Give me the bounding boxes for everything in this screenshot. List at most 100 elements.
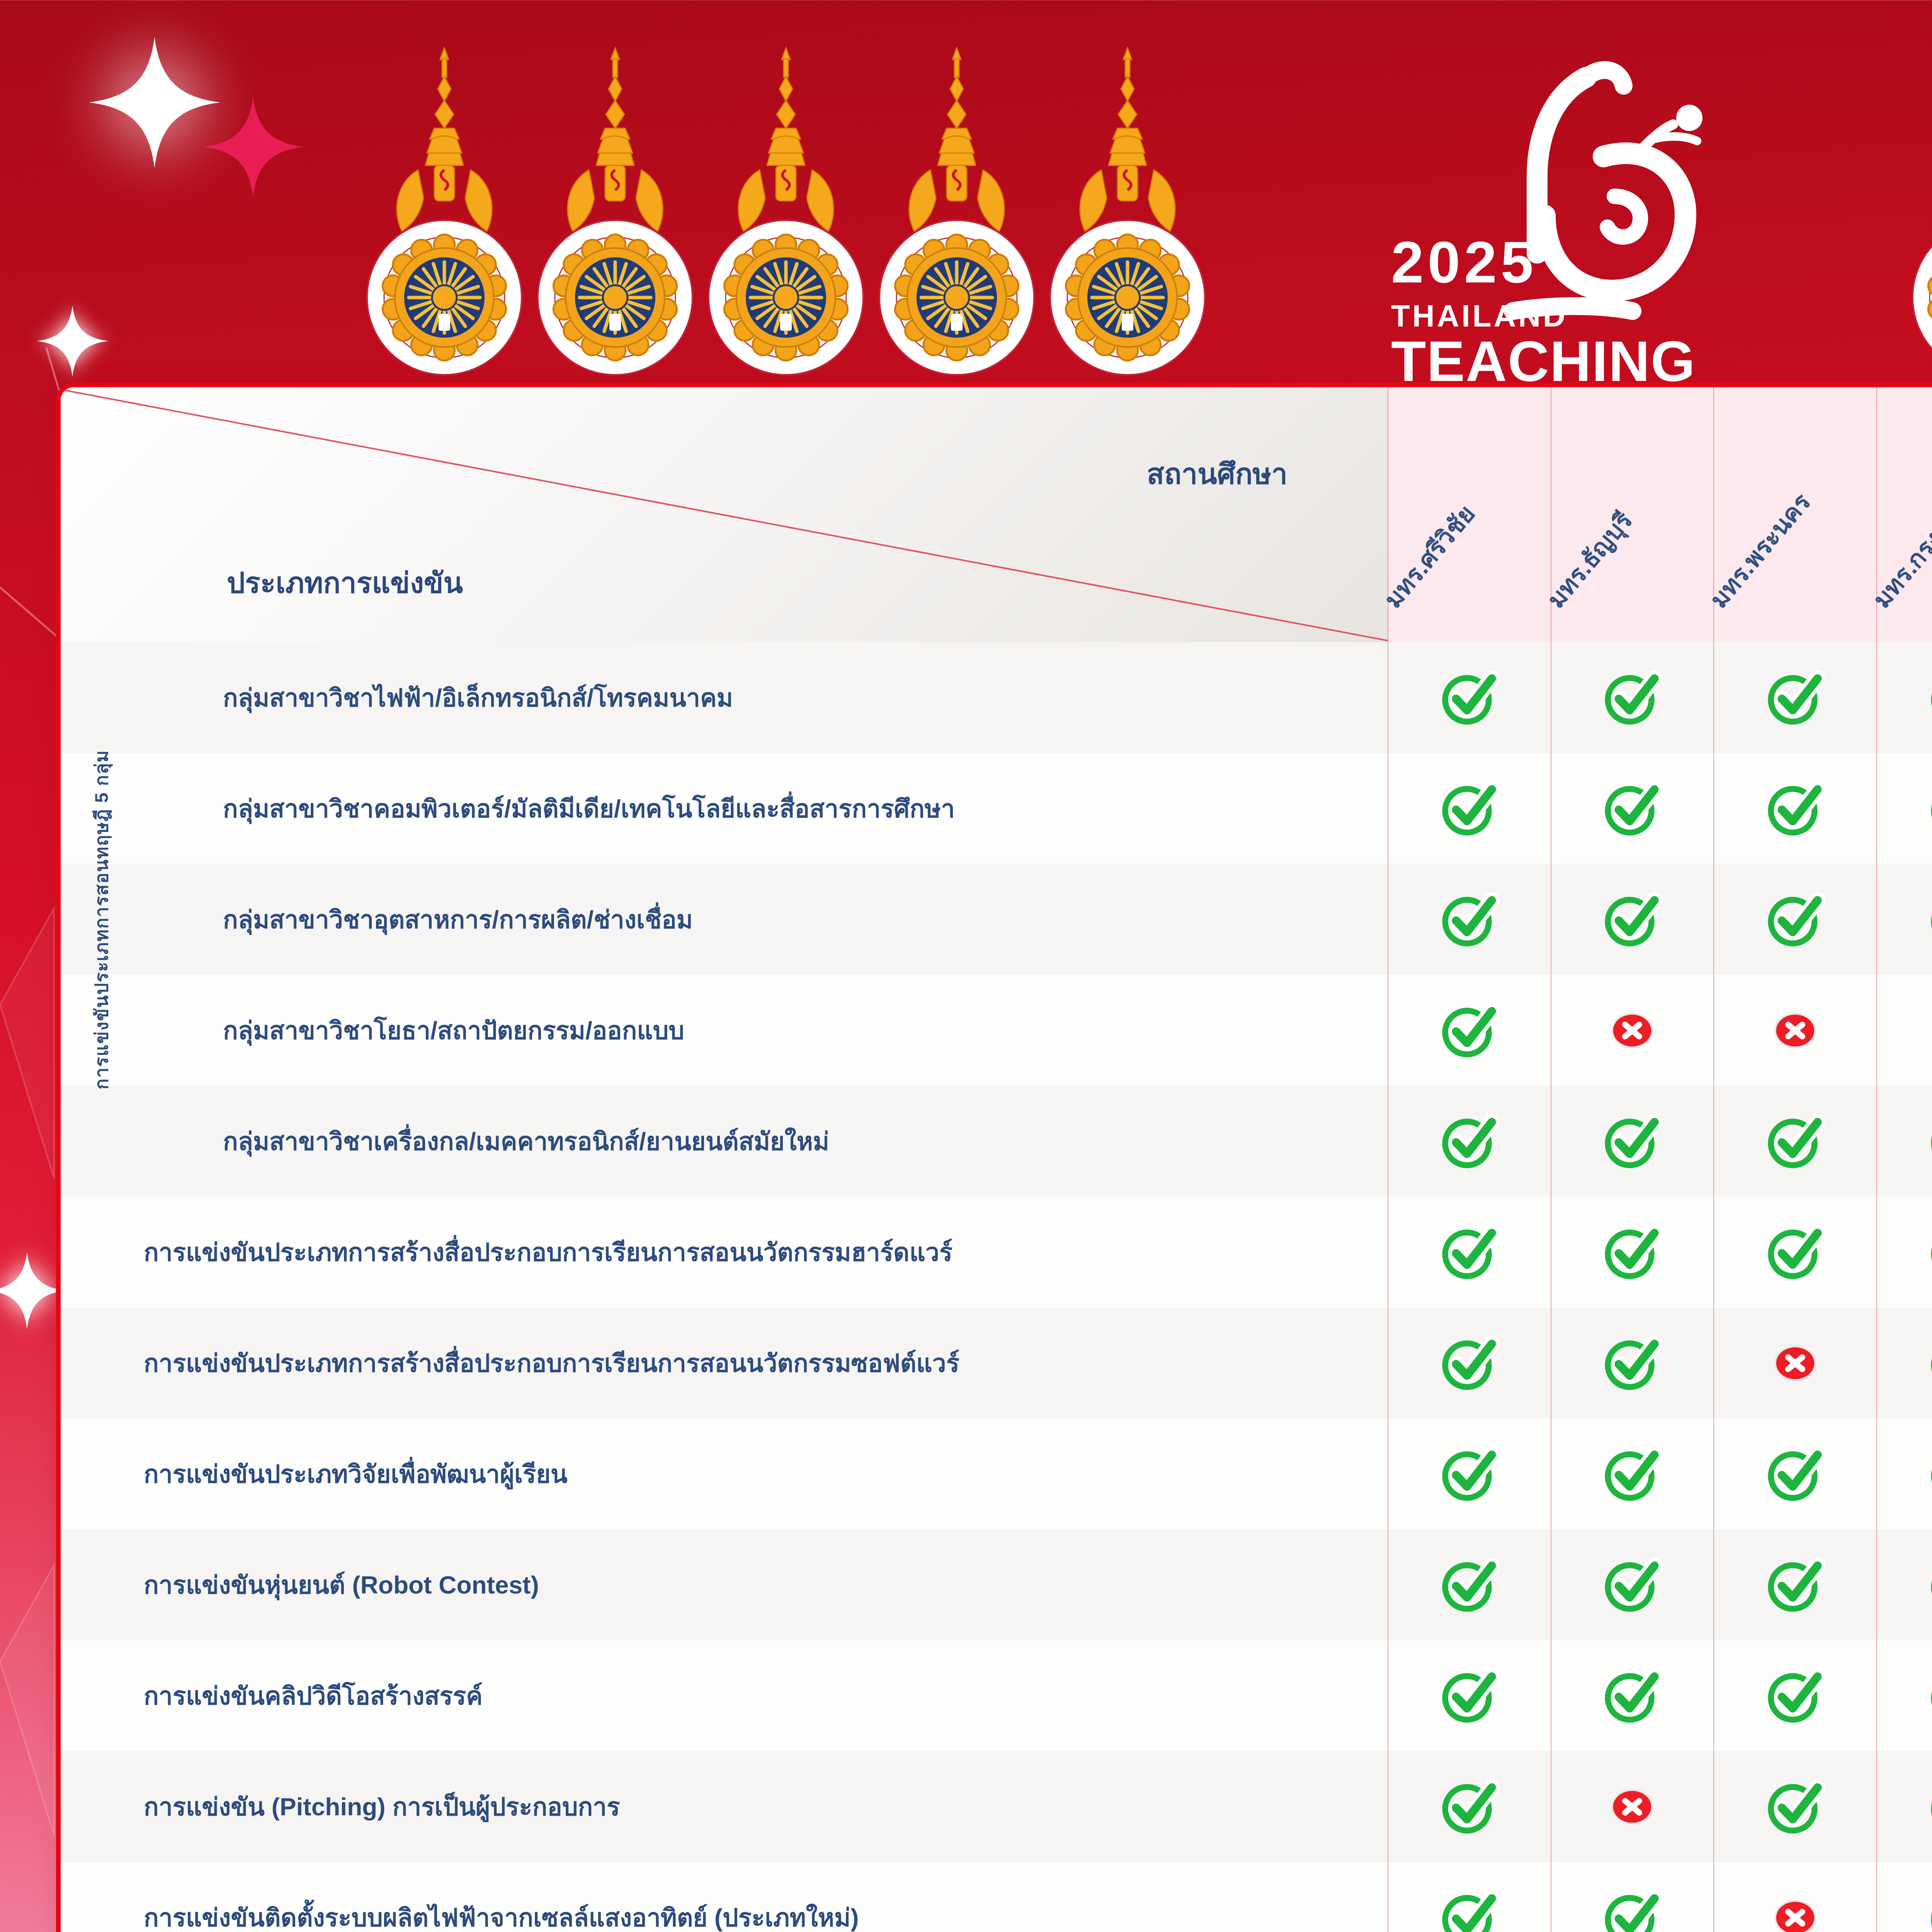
mark-cell [1388,1308,1551,1418]
table-row: กลุ่มสาขาวิชาไฟฟ้า/อิเล็กทรอนิกส์/โทรคมน… [61,642,1932,753]
check-icon [1605,1335,1662,1390]
rmut-emblem-logo: มหาวิทยาลัยเทคโนโลยีราชมงคลล้านนา [1043,43,1213,383]
column-header: มทร.พระนคร [1705,387,1877,642]
check-icon [1442,892,1499,946]
cross-icon [1774,1012,1816,1048]
check-icon [1931,1579,1932,1594]
cross-icon [1611,1012,1653,1048]
check-icon [1931,692,1932,707]
mark-cell [1388,1640,1551,1751]
check-icon [1605,1557,1662,1612]
mark-cell [1388,1197,1551,1308]
mark-cell [1877,864,1932,975]
mark-cell [1877,642,1932,753]
check-icon [1442,1668,1499,1723]
check-icon [1442,1557,1499,1612]
check-icon [1442,1890,1499,1932]
check-icon [1768,670,1825,724]
logo-teaching: TEACHING [1391,330,1696,394]
logo-strip: 2025 THAILAND TEACHING ACADEMY AWARD มหา… [0,0,1932,464]
row-label: กลุ่มสาขาวิชาโยธา/สถาปัตยกรรม/ออกแบบ [223,1016,684,1044]
mark-cell [1388,642,1551,753]
mark-cell [1714,753,1877,864]
cross-icon [1774,1900,1816,1932]
mark-cell [1714,975,1877,1086]
check-icon [1931,1801,1932,1816]
award-logo-glyph-icon [1364,23,1727,383]
mark-cell [1551,1640,1714,1751]
column-separator [1876,387,1877,1932]
mark-cell [1388,1862,1551,1932]
table-row: กลุ่มสาขาวิชาอุตสาหการ/การผลิต/ช่างเชื่อ… [61,864,1932,975]
check-icon [1605,1890,1662,1932]
table-row: การแข่งขันประเภทการสร้างสื่อประกอบการเรี… [61,1197,1932,1308]
mark-cell [1877,1086,1932,1197]
mark-cell [1714,1862,1877,1932]
row-label: กลุ่มสาขาวิชาไฟฟ้า/อิเล็กทรอนิกส์/โทรคมน… [223,684,733,712]
mark-cell [1714,1308,1877,1418]
mark-cell [1877,753,1932,864]
logo-year: 2025 [1391,230,1537,295]
table-corner-cell: สถานศึกษาประเภทการแข่งขัน [61,387,1388,642]
mark-cell [1388,864,1551,975]
table-row: การแข่งขันหุ่นยนต์ (Robot Contest) [61,1529,1932,1640]
check-icon [1442,1003,1499,1057]
mark-cell [1877,1640,1932,1751]
check-icon [1442,670,1499,724]
row-label: การแข่งขันประเภทการสร้างสื่อประกอบการเรี… [144,1349,959,1377]
corner-label-institutions: สถานศึกษา [1146,458,1287,490]
check-icon [1442,1335,1499,1390]
check-icon [1442,1225,1499,1279]
row-label: กลุ่มสาขาวิชาเครื่องกล/เมคคาทรอนิกส์/ยาน… [223,1127,829,1155]
table-row: การแข่งขันติดตั้งระบบผลิตไฟฟ้าจากเซลล์แส… [61,1862,1932,1932]
logo-thailand: THAILAND [1391,299,1568,333]
check-icon [1931,1468,1932,1483]
mark-cell [1714,1751,1877,1862]
check-icon [1931,1912,1932,1927]
mark-cell [1714,642,1877,753]
mark-cell [1551,1197,1714,1308]
mark-cell [1714,1418,1877,1529]
mark-cell [1714,864,1877,975]
row-group-label: การแข่งขันประเภทการสอนทฤษฎี 5 กลุ่ม [61,642,142,1197]
cross-icon [1774,1345,1816,1381]
check-icon [1931,1690,1932,1705]
check-icon [1442,1114,1499,1168]
row-group-label-text: การแข่งขันประเภทการสอนทฤษฎี 5 กลุ่ม [91,749,112,1090]
table-row: การแข่งขันประเภทการสร้างสื่อประกอบการเรี… [61,1308,1932,1418]
check-icon [1442,1779,1499,1833]
mark-cell [1388,753,1551,864]
mark-cell [1877,1308,1932,1418]
mark-cell [1551,1308,1714,1418]
check-icon [1931,1357,1932,1372]
rmut-emblem-logo: มหาวิทยาลัยเทคโนโลยีราชมงคลธัญบุรี [872,43,1042,383]
mark-cell [1551,864,1714,975]
mark-cell [1551,1529,1714,1640]
check-icon [1442,781,1499,835]
row-label: การแข่งขันติดตั้งระบบผลิตไฟฟ้าจากเซลล์แส… [144,1903,859,1932]
teaching-academy-award-logo: 2025 THAILAND TEACHING ACADEMY AWARD [1364,23,1727,464]
mark-cell [1388,1418,1551,1529]
row-label: การแข่งขันคลิปวิดีโอสร้างสรรค์ [144,1682,483,1710]
rmut-emblem-logo: มหาวิทยาลัยเทคโนโลยีราชมงคลอีสาน [701,43,871,383]
check-icon [1768,892,1825,946]
table-row: กลุ่มสาขาวิชาโยธา/สถาปัตยกรรม/ออกแบบ [61,975,1932,1086]
column-header: มทร.กรุงเทพ [1868,387,1932,642]
mark-cell [1388,1751,1551,1862]
row-label: การแข่งขันหุ่นยนต์ (Robot Contest) [144,1571,539,1599]
check-icon [1931,803,1932,818]
table-row: กลุ่มสาขาวิชาคอมพิวเตอร์/มัลติมีเดีย/เทค… [61,753,1932,864]
check-icon [1768,1779,1825,1833]
corner-label-competition-type: ประเภทการแข่งขัน [227,567,463,599]
mark-cell [1551,1418,1714,1529]
check-icon [1768,1114,1825,1168]
mark-cell [1551,1862,1714,1932]
check-icon [1931,1136,1932,1151]
check-icon [1931,914,1932,929]
table-row: กลุ่มสาขาวิชาเครื่องกล/เมคคาทรอนิกส์/ยาน… [61,1086,1932,1197]
check-icon [1605,892,1662,946]
check-icon [1442,1446,1499,1501]
check-icon [1605,781,1662,835]
rmut-emblem-logo: มหาวิทยาลัยเทคโนโลยีราชมงคลพระนคร [1905,43,1932,383]
mark-cell [1388,1086,1551,1197]
